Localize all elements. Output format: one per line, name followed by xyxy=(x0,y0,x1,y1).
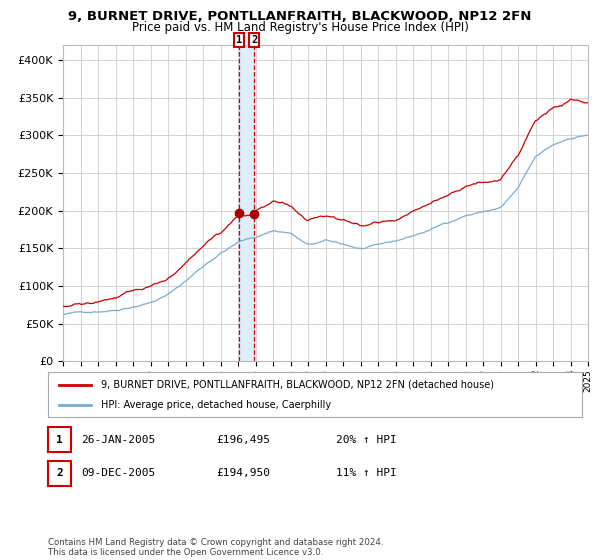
Text: £196,495: £196,495 xyxy=(216,435,270,445)
Bar xyxy=(239,45,254,361)
Text: 20% ↑ HPI: 20% ↑ HPI xyxy=(336,435,397,445)
Text: 26-JAN-2005: 26-JAN-2005 xyxy=(81,435,155,445)
Text: 11% ↑ HPI: 11% ↑ HPI xyxy=(336,468,397,478)
Text: HPI: Average price, detached house, Caerphilly: HPI: Average price, detached house, Caer… xyxy=(101,400,332,410)
Text: 1: 1 xyxy=(236,35,242,45)
Text: 9, BURNET DRIVE, PONTLLANFRAITH, BLACKWOOD, NP12 2FN: 9, BURNET DRIVE, PONTLLANFRAITH, BLACKWO… xyxy=(68,10,532,22)
Text: 9, BURNET DRIVE, PONTLLANFRAITH, BLACKWOOD, NP12 2FN (detached house): 9, BURNET DRIVE, PONTLLANFRAITH, BLACKWO… xyxy=(101,380,494,390)
Text: 1: 1 xyxy=(56,435,63,445)
Text: 2: 2 xyxy=(251,35,257,45)
Text: £194,950: £194,950 xyxy=(216,468,270,478)
Text: 2: 2 xyxy=(56,468,63,478)
Text: Price paid vs. HM Land Registry's House Price Index (HPI): Price paid vs. HM Land Registry's House … xyxy=(131,21,469,34)
Text: Contains HM Land Registry data © Crown copyright and database right 2024.
This d: Contains HM Land Registry data © Crown c… xyxy=(48,538,383,557)
Text: 09-DEC-2005: 09-DEC-2005 xyxy=(81,468,155,478)
